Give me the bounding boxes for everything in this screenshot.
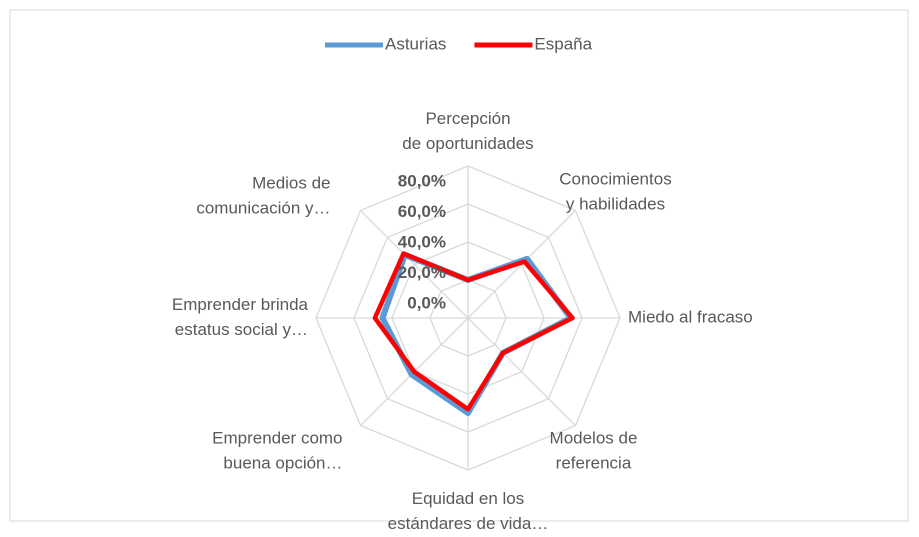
y-tick-label: 80,0%: [398, 171, 446, 190]
chart-border: [9, 9, 909, 522]
category-label: Emprender brinda estatus social y…: [172, 295, 309, 339]
category-label: Conocimientos y habilidades: [559, 170, 671, 214]
series-line: [372, 251, 575, 412]
y-tick-label: 60,0%: [398, 202, 446, 221]
category-label: Miedo al fracaso: [628, 307, 753, 326]
category-label: Emprender como buena opción…: [212, 429, 342, 473]
y-tick-label: 20,0%: [398, 263, 446, 282]
category-label: Medios de comunicación y…: [196, 174, 330, 218]
category-label: Equidad en los estándares de vida…: [388, 489, 549, 532]
y-tick-label: 40,0%: [398, 232, 446, 251]
category-label: Percepción de oportunidades: [402, 109, 533, 153]
spoke: [467, 317, 576, 426]
legend-label: España: [534, 34, 592, 53]
legend-label: Asturias: [385, 34, 446, 53]
category-label: Modelos de referencia: [550, 429, 638, 473]
spoke: [360, 210, 469, 319]
y-tick-label: 0,0%: [407, 293, 446, 312]
